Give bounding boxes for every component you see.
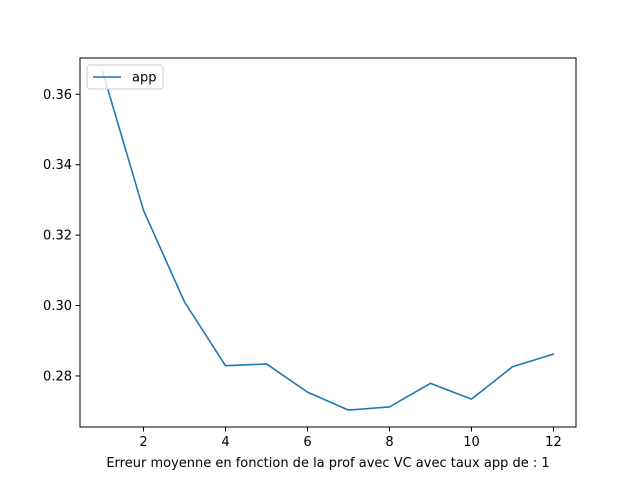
y-tick-label: 0.28 bbox=[43, 369, 72, 384]
y-tick-label: 0.36 bbox=[43, 88, 72, 103]
y-axis: 0.28 0.30 0.32 0.34 0.36 bbox=[43, 88, 80, 384]
y-tick-label: 0.34 bbox=[43, 158, 72, 173]
legend-box bbox=[86, 64, 164, 90]
x-tick-label: 8 bbox=[385, 435, 393, 450]
x-axis-label: Erreur moyenne en fonction de la prof av… bbox=[106, 456, 549, 471]
x-tick-label: 6 bbox=[303, 435, 311, 450]
plot-area bbox=[79, 57, 577, 428]
x-tick-label: 2 bbox=[139, 435, 147, 450]
x-tick-label: 10 bbox=[463, 435, 480, 450]
legend-label: app bbox=[132, 71, 156, 86]
y-tick-label: 0.30 bbox=[43, 299, 72, 314]
x-tick-label: 12 bbox=[545, 435, 562, 450]
axes-frame bbox=[79, 57, 577, 428]
y-tick-label: 0.32 bbox=[43, 229, 72, 244]
x-tick-label: 4 bbox=[221, 435, 229, 450]
legend: app bbox=[86, 64, 164, 90]
series-line-app bbox=[101, 70, 555, 411]
x-axis: 2 4 6 8 10 12 bbox=[139, 427, 562, 450]
